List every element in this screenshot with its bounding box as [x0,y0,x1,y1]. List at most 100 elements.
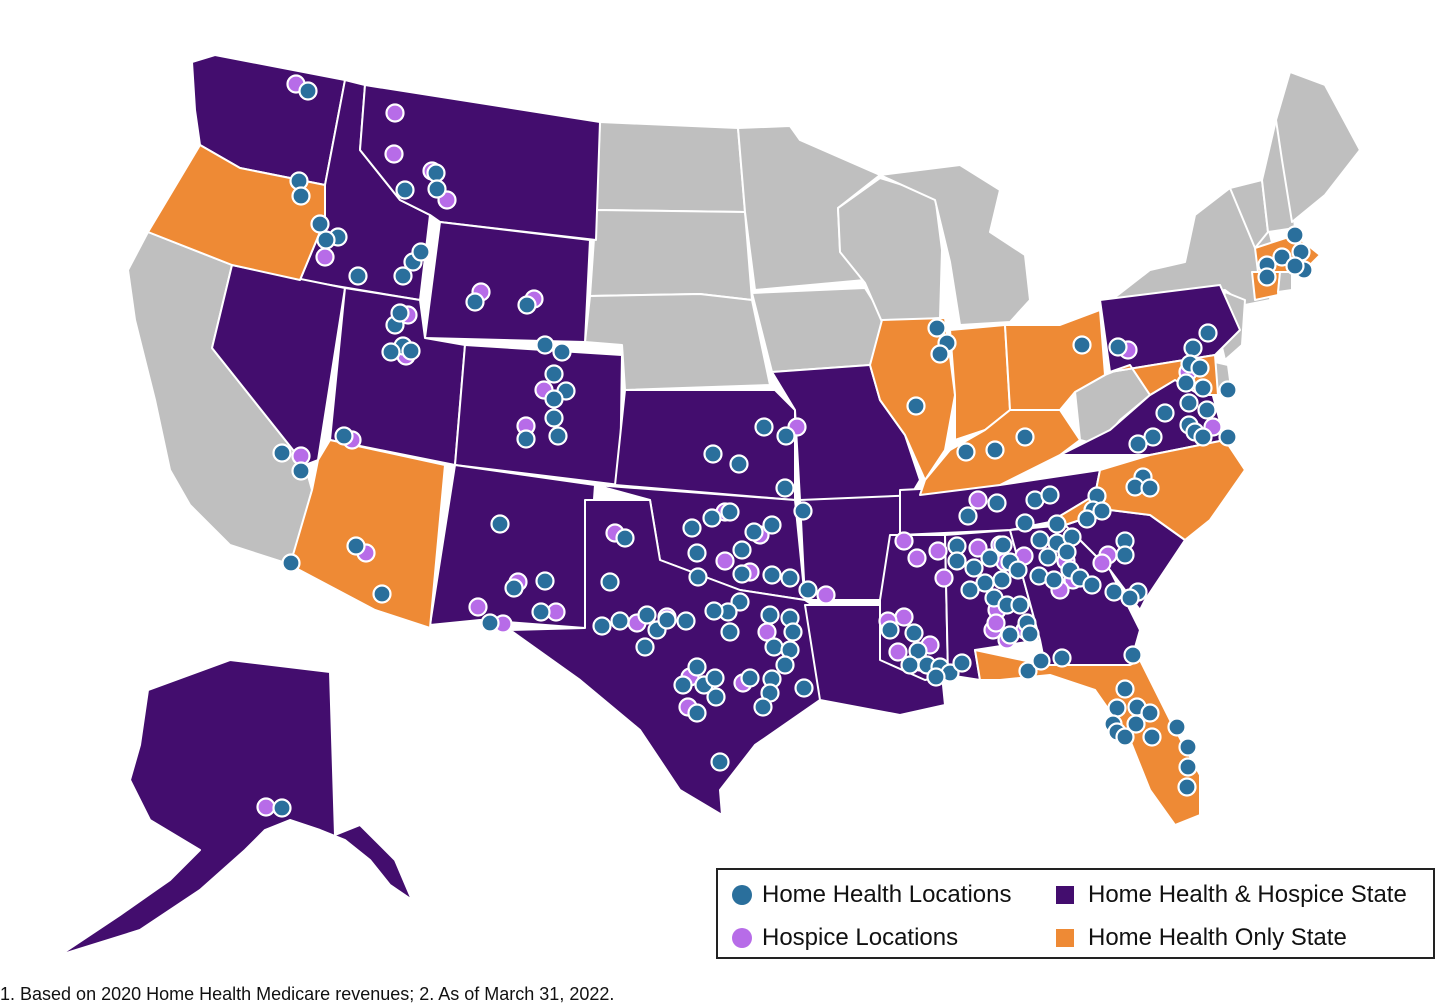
home-health-location-marker [985,440,1005,460]
home-health-location-marker [490,514,510,534]
home-health-location-marker [1000,625,1020,645]
hh-hospice-square-swatch [1056,886,1074,904]
home-health-location-marker [930,344,950,364]
home-health-location-marker [754,417,774,437]
home-health-location-marker [637,605,657,625]
home-health-location-marker [794,678,814,698]
home-health-location-marker [517,295,537,315]
hospice-location-marker [894,531,914,551]
hospice-location-marker [468,597,488,617]
home-health-location-marker [1031,651,1051,671]
state-ne [584,293,771,391]
home-health-location-marker [960,580,980,600]
legend-home-health-locations: Home Health Locations [732,881,1011,909]
home-health-location-marker [1082,575,1102,595]
home-health-location-marker [1177,777,1197,797]
hospice-location-marker [385,103,405,123]
home-health-location-marker [1104,582,1124,602]
home-health-location-marker [702,508,722,528]
home-health-location-marker [390,303,410,323]
home-health-location-marker [1193,378,1213,398]
home-health-location-marker [673,675,693,695]
home-health-location-marker [504,578,524,598]
home-health-location-marker [544,408,564,428]
home-health-location-marker [729,454,749,474]
home-health-location-marker [334,426,354,446]
state-tx [509,499,821,816]
home-health-location-marker [1178,757,1198,777]
home-health-location-marker [1285,256,1305,276]
home-health-location-marker [281,553,301,573]
home-health-location-marker [964,558,984,578]
home-health-location-marker [762,515,782,535]
legend-label: Home Health Only State [1088,924,1347,951]
home-health-dot-swatch [732,885,752,905]
hospice-location-marker [715,551,735,571]
home-health-location-marker [1092,501,1112,521]
home-health-location-marker [1120,588,1140,608]
legend-label: Hospice Locations [762,924,959,951]
home-health-location-marker [657,610,677,630]
home-health-location-marker [1044,570,1064,590]
home-health-location-marker [393,266,413,286]
state-ks [614,389,796,501]
hospice-location-marker [986,613,1006,633]
home-health-location-marker [1272,247,1292,267]
home-health-location-marker [1183,338,1203,358]
home-health-location-marker [753,697,773,717]
home-health-location-marker [1218,427,1238,447]
home-health-location-marker [775,478,795,498]
home-health-location-marker [465,292,485,312]
state-nd [595,121,746,213]
home-health-location-marker [1140,703,1160,723]
home-health-location-marker [993,535,1013,555]
home-health-location-marker [704,601,724,621]
hospice-dot-swatch [732,928,752,948]
home-health-location-marker [687,657,707,677]
home-health-location-marker [760,605,780,625]
legend-hh-hospice-state: Home Health & Hospice State [1056,881,1407,909]
home-health-location-marker [926,667,946,687]
home-health-location-marker [793,501,813,521]
state-az [289,439,446,629]
legend: Home Health Locations Home Health & Hosp… [716,868,1435,959]
home-health-location-marker [744,522,764,542]
home-health-location-marker [1285,225,1305,245]
home-health-location-marker [381,342,401,362]
state-me [1275,71,1361,223]
home-health-location-marker [310,214,330,234]
state-or [147,144,326,281]
home-health-location-marker [411,242,431,262]
home-health-location-marker [395,180,415,200]
home-health-location-marker [688,567,708,587]
home-health-location-marker [720,622,740,642]
home-health-location-marker [1057,542,1077,562]
home-health-location-marker [880,620,900,640]
home-health-location-marker [600,572,620,592]
state-fl [974,649,1201,826]
home-health-location-marker [720,502,740,522]
home-health-location-marker [1015,513,1035,533]
home-health-location-marker [1115,679,1135,699]
home-health-location-marker [1155,403,1175,423]
home-health-location-marker [480,613,500,633]
home-health-location-marker [372,584,392,604]
home-health-location-marker [610,611,630,631]
hospice-location-marker [256,797,276,817]
home-health-location-marker [1142,727,1162,747]
home-health-location-marker [1218,380,1238,400]
hospice-location-marker [315,247,335,267]
home-health-location-marker [906,396,926,416]
state-pa [1099,284,1241,373]
home-health-location-marker [1123,645,1143,665]
home-health-location-marker [548,426,568,446]
home-health-location-marker [705,668,725,688]
home-health-location-marker [1140,478,1160,498]
legend-hospice-locations: Hospice Locations [732,924,958,952]
legend-label: Home Health & Hospice State [1088,881,1407,908]
home-health-location-marker [615,528,635,548]
home-health-location-marker [703,444,723,464]
home-health-location-marker [272,443,292,463]
hospice-location-marker [928,541,948,561]
home-health-location-marker [316,230,336,250]
